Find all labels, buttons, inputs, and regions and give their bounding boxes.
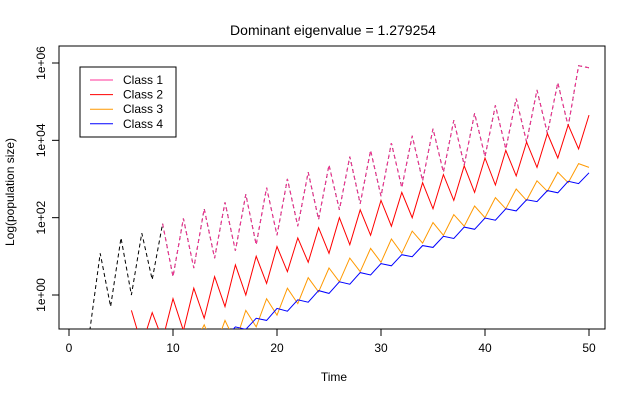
chart-title: Dominant eigenvalue = 1.279254 — [230, 22, 436, 38]
x-tick-label: 40 — [478, 341, 492, 355]
series-line-class-1 — [162, 65, 590, 277]
series-lines — [89, 65, 590, 329]
y-tick-label: 1e+06 — [34, 46, 48, 80]
x-tick-label: 50 — [582, 341, 596, 355]
x-tick-label: 20 — [270, 341, 284, 355]
y-tick-label: 1e+02 — [34, 200, 48, 234]
y-tick-label: 1e+00 — [34, 278, 48, 312]
y-axis-label: Log(population size) — [3, 138, 17, 246]
legend-label-class-4: Class 4 — [123, 117, 163, 131]
series-line-class-2 — [130, 114, 590, 329]
y-axis: 1e+00 1e+02 1e+04 1e+06 — [34, 46, 60, 312]
legend-label-class-3: Class 3 — [123, 102, 163, 116]
x-tick-label: 10 — [166, 341, 180, 355]
y-tick-label: 1e+04 — [34, 123, 48, 157]
x-axis-label: Time — [321, 370, 348, 384]
legend-box — [79, 66, 177, 138]
legend-label-class-2: Class 2 — [123, 88, 163, 102]
legend-label-class-1: Class 1 — [123, 73, 163, 87]
series-line-class-4 — [232, 172, 590, 329]
x-tick-label: 30 — [374, 341, 388, 355]
x-axis: 0 10 20 30 40 50 — [66, 328, 596, 355]
x-tick-label: 0 — [66, 341, 73, 355]
series-line-class-3 — [201, 162, 590, 329]
